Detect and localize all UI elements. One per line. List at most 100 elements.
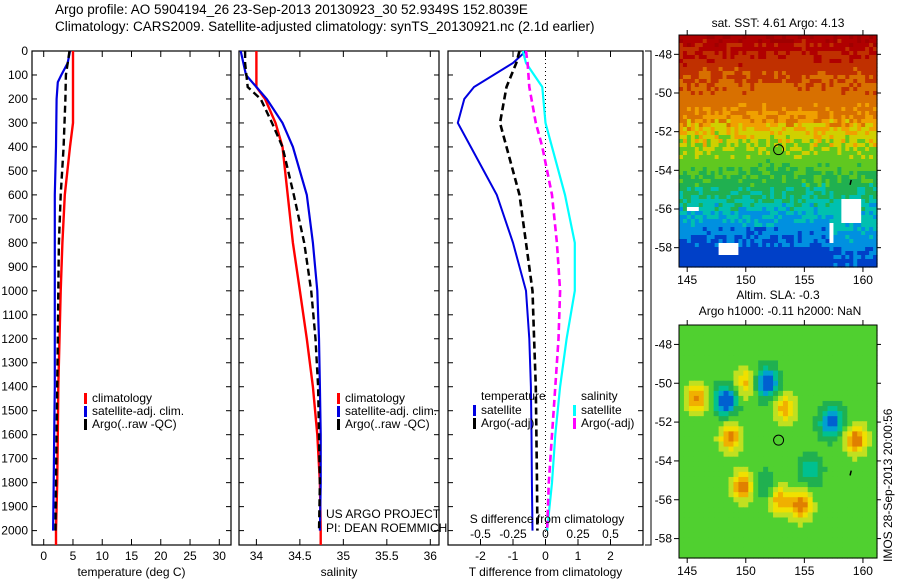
sst-map-cell <box>833 83 838 88</box>
sla-map-cell <box>792 476 799 483</box>
sst-map-cell <box>714 39 720 44</box>
depth-tick-label: 400 <box>8 140 28 154</box>
sst-map-cell <box>690 95 696 100</box>
sst-map-cell <box>686 135 692 140</box>
sla-map-cell <box>792 375 799 382</box>
sst-map-cell <box>722 39 728 44</box>
sst-map-cell <box>857 199 862 204</box>
sla-map-cell <box>708 487 715 493</box>
sla-map-cell <box>812 390 819 397</box>
sst-map-cell <box>837 43 842 48</box>
sla-map-cell <box>837 350 843 356</box>
sst-map-cell <box>722 143 728 148</box>
sla-map-cell <box>807 355 814 362</box>
sst-map-cell <box>857 191 862 196</box>
sla-map-cell <box>832 547 838 554</box>
sst-map-cell <box>734 119 739 124</box>
sla-map-cell <box>733 497 739 503</box>
sla-map-cell <box>787 436 794 443</box>
sst-map-cell <box>849 123 854 128</box>
sst-map-cell <box>758 59 763 64</box>
sst-map-cell <box>841 263 846 268</box>
sst-map-cell <box>793 59 799 64</box>
sst-map-cell <box>861 171 866 176</box>
sst-map-cell <box>738 135 743 140</box>
sla-map-cell <box>807 476 814 483</box>
sla-map-cell <box>852 330 858 336</box>
sst-map-cell <box>774 211 779 216</box>
sst-map-cell <box>809 111 815 116</box>
sla-map-cell <box>679 340 685 346</box>
sst-map-cell <box>722 247 728 252</box>
sst-map-cell <box>821 139 827 144</box>
sst-map-cell <box>774 199 779 204</box>
sla-map-cell <box>773 537 779 544</box>
sst-map-cell <box>809 235 815 240</box>
temperature-xtick-label: 10 <box>96 549 110 563</box>
sla-map-cell <box>733 547 739 554</box>
sla-map-cell <box>758 395 764 402</box>
sst-map-cell <box>738 231 743 236</box>
sst-map-cell <box>694 167 700 172</box>
sla-map-cell <box>832 482 838 488</box>
sla-map-cell <box>778 527 784 534</box>
sla-map-cell <box>872 355 878 362</box>
sst-map-cell <box>766 83 771 88</box>
sla-map-cell <box>782 411 789 417</box>
sst-map-cell <box>793 43 799 48</box>
sla-map-cell <box>679 380 685 387</box>
sst-map-cell <box>861 115 866 120</box>
sst-map-cell <box>817 215 823 220</box>
sst-map-cell <box>813 203 819 208</box>
sla-map-cell <box>738 456 744 463</box>
sst-map-cell <box>710 159 716 164</box>
sla-map-cell <box>688 360 695 367</box>
sla-map-cell <box>758 476 764 483</box>
sla-map-cell <box>713 522 720 529</box>
sst-map-cell <box>829 79 835 84</box>
sla-map-cell <box>703 537 710 544</box>
sla-map-cell <box>713 380 720 387</box>
sla-map-cell <box>817 360 824 367</box>
sst-map-cell <box>813 39 819 44</box>
sst-map-cell <box>869 47 874 52</box>
sst-map-cell <box>718 195 724 200</box>
sst-map-cell <box>710 259 716 264</box>
sst-map-cell <box>702 59 708 64</box>
sst-map-cell <box>682 139 688 144</box>
sla-map-cell <box>822 446 829 453</box>
sst-map-cell <box>718 255 724 260</box>
sst-map-cell <box>833 195 838 200</box>
sla-map-cell <box>857 365 863 372</box>
sst-map-cell <box>789 127 795 132</box>
sst-map-cell <box>805 211 811 216</box>
sst-map-cell <box>833 231 838 236</box>
sst-map-cell <box>690 203 696 208</box>
sst-map-cell <box>853 163 858 168</box>
sla-map-cell <box>743 487 749 493</box>
sla-map-cell <box>688 385 695 392</box>
sla-map-cell <box>683 340 690 346</box>
sla-map-cell <box>768 537 774 544</box>
sst-map-cell <box>801 127 807 132</box>
sst-map-cell <box>781 171 787 176</box>
sst-map-cell <box>694 139 700 144</box>
sst-map-cell <box>845 219 850 224</box>
sst-map-cell <box>762 215 767 220</box>
sst-map-cell <box>746 103 751 108</box>
sst-map-cell <box>734 211 739 216</box>
sst-map-cell <box>730 51 736 56</box>
sla-map-cell <box>867 451 873 458</box>
sla-map-cell <box>733 446 739 453</box>
sst-map-cell <box>722 135 728 140</box>
sst-map-cell <box>770 223 775 228</box>
sla-map-cell <box>733 461 739 468</box>
sla-map-cell <box>812 456 819 463</box>
sla-map-cell <box>703 360 710 367</box>
sla-map-cell <box>837 385 843 392</box>
sla-map-cell <box>787 380 794 387</box>
sst-map-cell <box>849 55 854 60</box>
sla-map-cell <box>797 411 804 417</box>
sst-map-cell <box>698 219 704 224</box>
sla-map-cell <box>733 451 739 458</box>
